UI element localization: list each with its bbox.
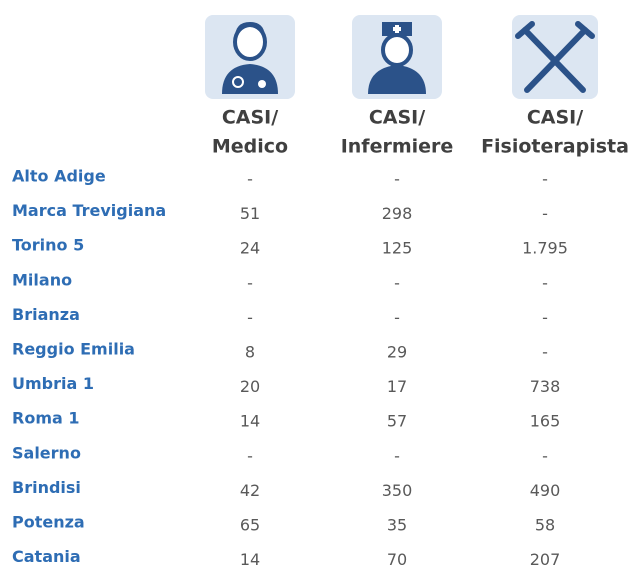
cell-value: 57 bbox=[387, 412, 407, 431]
cell-value: 58 bbox=[535, 516, 555, 535]
cell-value: - bbox=[247, 170, 253, 189]
row-label: Potenza bbox=[12, 513, 85, 532]
row-label: Salerno bbox=[12, 443, 81, 462]
cell-value: - bbox=[542, 273, 548, 292]
column-header: CASI/ bbox=[527, 107, 583, 129]
cell-value: 70 bbox=[387, 550, 407, 566]
cell-value: - bbox=[542, 204, 548, 223]
cell-value: - bbox=[542, 308, 548, 327]
column-header: Fisioterapista bbox=[481, 136, 629, 158]
cell-value: 8 bbox=[245, 343, 255, 362]
row-label: Umbria 1 bbox=[12, 374, 94, 393]
cell-value: 490 bbox=[530, 481, 561, 500]
cell-value: 20 bbox=[240, 377, 260, 396]
row-label: Roma 1 bbox=[12, 409, 79, 428]
cell-value: 1.795 bbox=[522, 239, 568, 258]
row-label: Reggio Emilia bbox=[12, 340, 135, 359]
cell-value: 35 bbox=[387, 516, 407, 535]
cell-value: 207 bbox=[530, 550, 561, 566]
row-label: Marca Trevigiana bbox=[12, 201, 166, 220]
cell-value: - bbox=[247, 446, 253, 465]
column-header: CASI/ bbox=[369, 107, 425, 129]
cell-value: 14 bbox=[240, 412, 260, 431]
cell-value: 298 bbox=[382, 204, 413, 223]
row-label: Alto Adige bbox=[12, 167, 106, 186]
cell-value: 42 bbox=[240, 481, 260, 500]
row-label: Brindisi bbox=[12, 478, 81, 497]
cell-value: 51 bbox=[240, 204, 260, 223]
row-label: Brianza bbox=[12, 305, 80, 324]
column-header: Medico bbox=[212, 136, 288, 158]
cell-value: 14 bbox=[240, 550, 260, 566]
cell-value: 65 bbox=[240, 516, 260, 535]
column-header: CASI/ bbox=[222, 107, 278, 129]
cell-value: - bbox=[542, 446, 548, 465]
cell-value: 738 bbox=[530, 377, 561, 396]
cell-value: 165 bbox=[530, 412, 561, 431]
cell-value: 17 bbox=[387, 377, 407, 396]
cell-value: - bbox=[394, 170, 400, 189]
cell-value: - bbox=[394, 446, 400, 465]
cell-value: - bbox=[394, 273, 400, 292]
row-label: Catania bbox=[12, 547, 81, 566]
cell-value: - bbox=[542, 343, 548, 362]
cell-value: - bbox=[394, 308, 400, 327]
nurse-icon bbox=[352, 15, 442, 99]
crutches-icon bbox=[512, 15, 598, 99]
cell-value: 350 bbox=[382, 481, 413, 500]
cell-value: - bbox=[247, 273, 253, 292]
cell-value: 24 bbox=[240, 239, 260, 258]
cell-value: 125 bbox=[382, 239, 413, 258]
doctor-icon bbox=[205, 15, 295, 99]
cell-value: - bbox=[247, 308, 253, 327]
row-label: Torino 5 bbox=[12, 236, 84, 255]
cell-value: 29 bbox=[387, 343, 407, 362]
column-header: Infermiere bbox=[341, 136, 454, 158]
row-label: Milano bbox=[12, 270, 72, 289]
cell-value: - bbox=[542, 170, 548, 189]
